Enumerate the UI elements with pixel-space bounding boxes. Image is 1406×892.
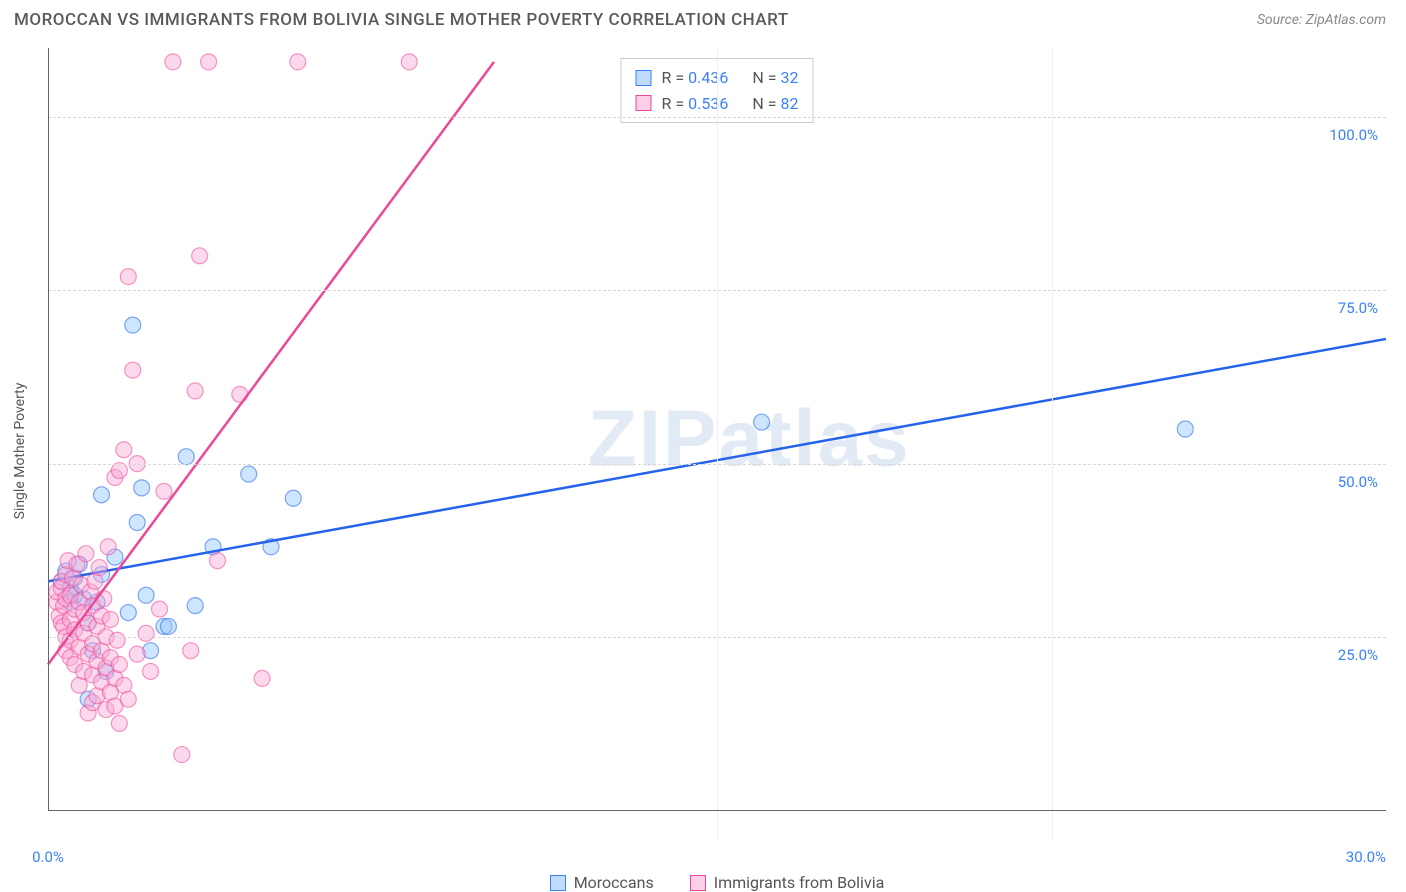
scatter-point — [91, 560, 107, 576]
bottom-legend: Moroccans Immigrants from Bolivia — [48, 873, 1386, 892]
scatter-point — [78, 546, 94, 562]
scatter-point — [209, 553, 225, 569]
scatter-point — [192, 248, 208, 264]
scatter-point — [134, 480, 150, 496]
scatter-point — [152, 601, 168, 617]
scatter-point — [111, 715, 127, 731]
y-tick-label: 25.0% — [1338, 646, 1378, 664]
trend-line — [48, 62, 494, 665]
y-axis-line — [48, 48, 49, 810]
y-tick-label: 75.0% — [1338, 299, 1378, 317]
scatter-point — [100, 539, 116, 555]
chart-area: Single Mother Poverty ZIPatlas R =0.436N… — [48, 48, 1386, 838]
scatter-point — [285, 490, 301, 506]
scatter-point — [109, 632, 125, 648]
y-axis-label: Single Mother Poverty — [12, 383, 28, 520]
scatter-point — [174, 747, 190, 763]
grid-line — [1052, 48, 1053, 838]
scatter-point — [102, 612, 118, 628]
scatter-point — [187, 383, 203, 399]
legend-item: Immigrants from Bolivia — [690, 873, 885, 892]
scatter-point — [129, 646, 145, 662]
x-tick-label: 30.0% — [1346, 848, 1386, 866]
legend-label: Immigrants from Bolivia — [714, 873, 885, 892]
x-tick-label: 0.0% — [32, 848, 64, 866]
x-axis-line — [48, 810, 1386, 811]
scatter-point — [183, 643, 199, 659]
scatter-point — [187, 598, 203, 614]
scatter-point — [401, 54, 417, 70]
scatter-point — [254, 670, 270, 686]
scatter-point — [120, 269, 136, 285]
scatter-point — [94, 487, 110, 503]
scatter-point — [290, 54, 306, 70]
source-label: Source: ZipAtlas.com — [1257, 12, 1386, 28]
y-tick-label: 50.0% — [1338, 473, 1378, 491]
scatter-point — [125, 317, 141, 333]
scatter-point — [129, 515, 145, 531]
scatter-point — [754, 414, 770, 430]
legend-swatch — [690, 875, 706, 891]
scatter-point — [201, 54, 217, 70]
scatter-point — [138, 587, 154, 603]
scatter-point — [241, 466, 257, 482]
scatter-point — [116, 442, 132, 458]
legend-item: Moroccans — [550, 873, 654, 892]
scatter-point — [111, 657, 127, 673]
scatter-point — [232, 386, 248, 402]
scatter-point — [138, 625, 154, 641]
scatter-point — [165, 54, 181, 70]
grid-line — [717, 48, 718, 838]
scatter-point — [160, 618, 176, 634]
scatter-point — [111, 463, 127, 479]
y-tick-label: 100.0% — [1329, 126, 1378, 144]
scatter-point — [120, 605, 136, 621]
scatter-point — [178, 449, 194, 465]
legend-label: Moroccans — [574, 873, 654, 892]
scatter-point — [143, 663, 159, 679]
scatter-point — [1177, 421, 1193, 437]
scatter-point — [156, 483, 172, 499]
legend-swatch — [550, 875, 566, 891]
chart-title: MOROCCAN VS IMMIGRANTS FROM BOLIVIA SING… — [14, 10, 789, 30]
scatter-point — [120, 691, 136, 707]
scatter-point — [125, 362, 141, 378]
